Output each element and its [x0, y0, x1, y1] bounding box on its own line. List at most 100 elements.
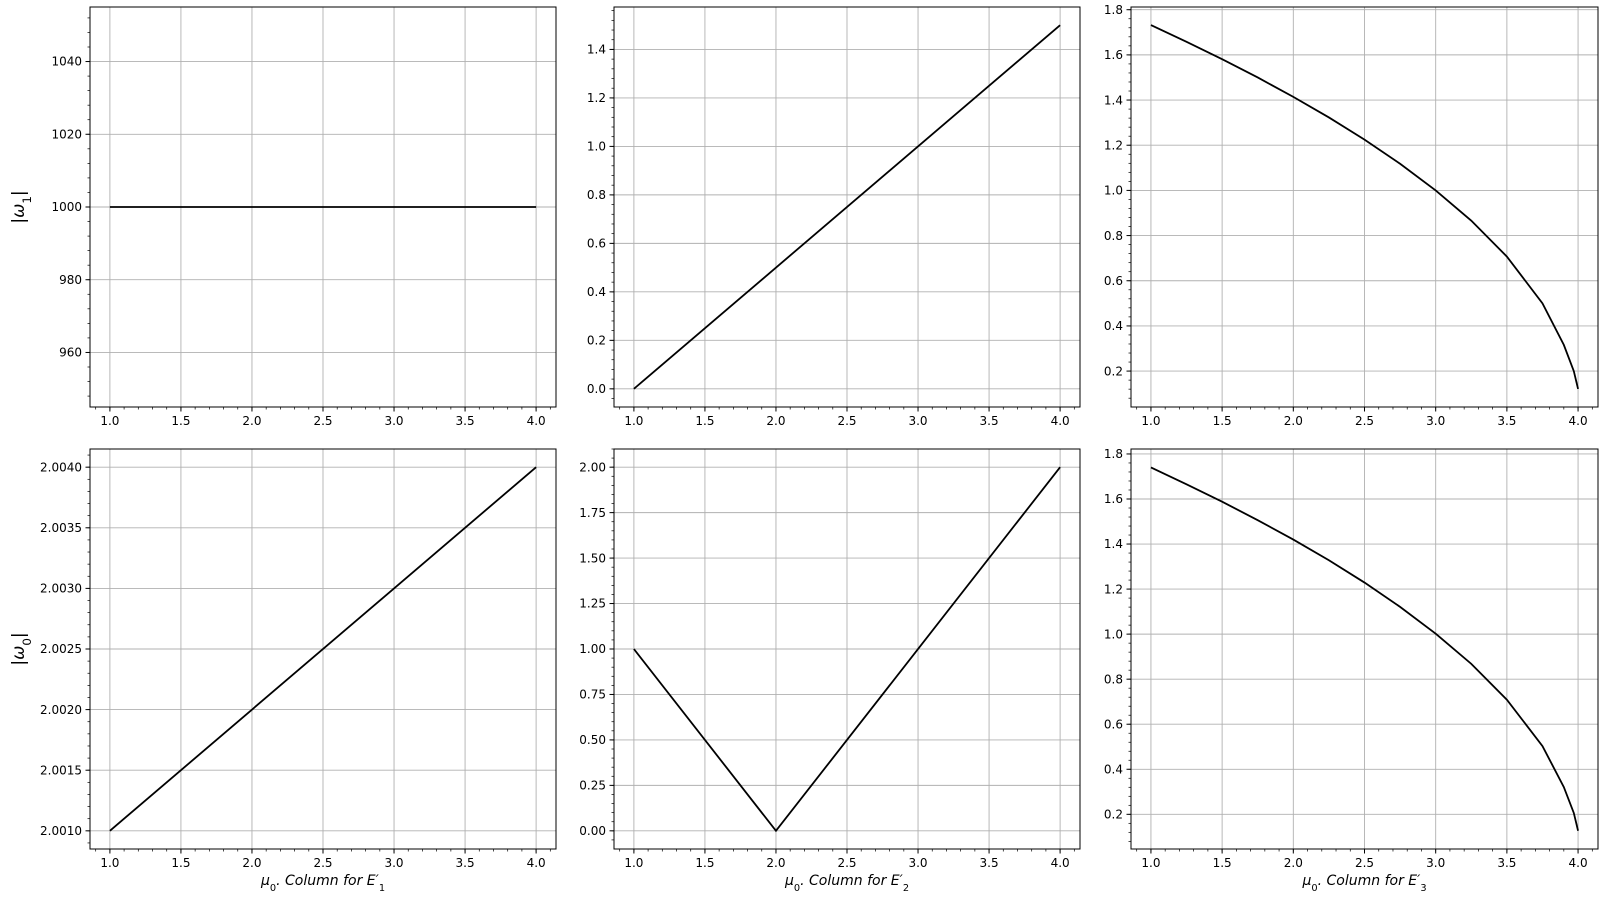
- y-tick-label: 1.6: [1104, 492, 1123, 506]
- y-tick-label: 1000: [51, 200, 82, 214]
- x-tick-label: 1.0: [1141, 856, 1160, 870]
- x-tick-label: 1.5: [695, 414, 714, 428]
- y-tick-label: 0.6: [587, 237, 606, 251]
- y-tick-label: 1040: [51, 55, 82, 69]
- x-tick-label: 1.5: [1213, 414, 1232, 428]
- y-tick-label: 1.8: [1104, 447, 1123, 461]
- chart-panel-top-middle: 1.0 1.5 2.0 2.5 3.0 3.5 4.0 0.0 0.2 0.4 0.6 0.8 1.0 1…: [587, 6, 1081, 428]
- x-tick-label: 4.0: [1569, 414, 1588, 428]
- x-tick-label: 3.0: [384, 856, 403, 870]
- plot-frame: [1130, 6, 1599, 408]
- x-tick-label: 3.5: [1497, 856, 1516, 870]
- chart-panel-bottom-right: 1.0 1.5 2.0 2.5 3.0 3.5 4.0 0.2 0.4 0.6 0.8 1.0 1.2 1…: [1104, 447, 1599, 894]
- x-tick-label: 3.0: [384, 414, 403, 428]
- x-tick-label: 2.5: [313, 856, 332, 870]
- y-tick-label: 1.0: [587, 140, 606, 154]
- y-tick-label: 0.50: [579, 733, 606, 747]
- y-tick-label: 0.8: [1104, 672, 1123, 686]
- y-tick-label: 0.8: [587, 188, 606, 202]
- y-tick-label: 0.2: [587, 334, 606, 348]
- y-tick-label: 2.0025: [40, 642, 82, 656]
- y-tick-label: 0.75: [579, 688, 606, 702]
- y-tick-label: 1.75: [579, 506, 606, 520]
- plot-frame: [1130, 448, 1599, 850]
- y-tick-label: 2.0040: [40, 460, 82, 474]
- x-tick-label: 1.0: [100, 856, 119, 870]
- y-tick-label: 1.50: [579, 551, 606, 565]
- y-tick-label: 2.0035: [40, 521, 82, 535]
- y-tick-label: 2.0030: [40, 582, 82, 596]
- y-tick-label: 1.8: [1104, 3, 1123, 17]
- x-tick-label: 3.5: [980, 414, 999, 428]
- y-tick-label: 1.2: [1104, 582, 1123, 596]
- y-tick-label: 0.4: [1104, 762, 1123, 776]
- x-tick-label: 4.0: [527, 414, 546, 428]
- x-tick-label: 3.5: [1497, 414, 1516, 428]
- x-tick-label: 2.5: [837, 856, 856, 870]
- x-tick-label: 3.0: [908, 856, 927, 870]
- y-tick-label: 960: [59, 346, 82, 360]
- x-tick-label: 2.5: [313, 414, 332, 428]
- plot-frame: [89, 448, 557, 850]
- x-tick-label: 1.0: [100, 414, 119, 428]
- y-tick-label: 1.4: [1104, 537, 1123, 551]
- x-tick-label: 1.0: [624, 414, 643, 428]
- x-tick-label: 3.0: [1426, 856, 1445, 870]
- chart-panel-bottom-middle: 1.0 1.5 2.0 2.5 3.0 3.5 4.0 0.00 0.25 0.50 0.75 1.0…: [579, 448, 1081, 894]
- y-tick-label: 0.6: [1104, 717, 1123, 731]
- y-tick-label: 0.8: [1104, 229, 1123, 243]
- y-tick-label: 0.6: [1104, 274, 1123, 288]
- y-tick-label: 0.2: [1104, 364, 1123, 378]
- x-tick-label: 1.5: [171, 856, 190, 870]
- x-tick-label: 2.5: [1355, 414, 1374, 428]
- y-tick-label: 2.00: [579, 460, 606, 474]
- x-axis-label: μ0. Column for E′2: [784, 873, 909, 894]
- x-tick-label: 1.5: [695, 856, 714, 870]
- series-line: [1150, 24, 1579, 390]
- series-line: [1150, 466, 1579, 831]
- y-tick-label: 1.2: [587, 91, 606, 105]
- x-tick-label: 2.0: [1284, 856, 1303, 870]
- chart-panel-bottom-left: 1.0 1.5 2.0 2.5 3.0 3.5 4.0 2.0010 2.0015 2.0020 2…: [9, 448, 557, 894]
- y-tick-label: 1.25: [579, 597, 606, 611]
- x-tick-label: 3.0: [908, 414, 927, 428]
- chart-panel-top-left: 1.0 1.5 2.0 2.5 3.0 3.5 4.0 960 980 1000 1020 1040 |…: [9, 6, 557, 428]
- y-tick-label: 1020: [51, 127, 82, 141]
- chart-panel-top-right: 1.0 1.5 2.0 2.5 3.0 3.5 4.0 0.2 0.4 0.6 0.8 1.0 1.2 1…: [1104, 3, 1599, 428]
- y-tick-label: 0.2: [1104, 808, 1123, 822]
- plot-frame: [613, 6, 1081, 408]
- y-tick-label: 1.0: [1104, 184, 1123, 198]
- y-tick-label: 0.00: [579, 824, 606, 838]
- y-tick-label: 1.4: [1104, 93, 1123, 107]
- series-line: [109, 466, 537, 832]
- y-axis-label: |ω0|: [9, 632, 34, 665]
- x-tick-label: 1.0: [624, 856, 643, 870]
- y-tick-label: 2.0010: [40, 824, 82, 838]
- x-tick-label: 2.0: [766, 414, 785, 428]
- x-tick-label: 4.0: [1569, 856, 1588, 870]
- x-tick-label: 2.5: [1355, 856, 1374, 870]
- x-tick-label: 3.5: [980, 856, 999, 870]
- y-tick-label: 1.00: [579, 642, 606, 656]
- x-tick-label: 2.0: [242, 414, 261, 428]
- x-tick-label: 1.5: [1213, 856, 1232, 870]
- x-tick-label: 1.5: [171, 414, 190, 428]
- y-tick-label: 2.0020: [40, 703, 82, 717]
- x-tick-label: 3.5: [456, 856, 475, 870]
- y-tick-label: 0.25: [579, 779, 606, 793]
- x-tick-label: 3.0: [1426, 414, 1445, 428]
- x-tick-label: 1.0: [1141, 414, 1160, 428]
- y-axis-label: |ω1|: [9, 190, 34, 223]
- x-axis-label: μ0. Column for E′1: [260, 873, 385, 894]
- y-tick-label: 2.0015: [40, 763, 82, 777]
- x-axis-label: μ0. Column for E′3: [1301, 873, 1426, 894]
- series-line: [633, 466, 1061, 833]
- x-tick-label: 2.0: [1284, 414, 1303, 428]
- plot-frame: [613, 448, 1081, 850]
- y-tick-label: 1.0: [1104, 627, 1123, 641]
- plot-frame: [89, 6, 557, 408]
- y-tick-label: 0.4: [1104, 319, 1123, 333]
- x-tick-label: 4.0: [527, 856, 546, 870]
- x-tick-label: 3.5: [456, 414, 475, 428]
